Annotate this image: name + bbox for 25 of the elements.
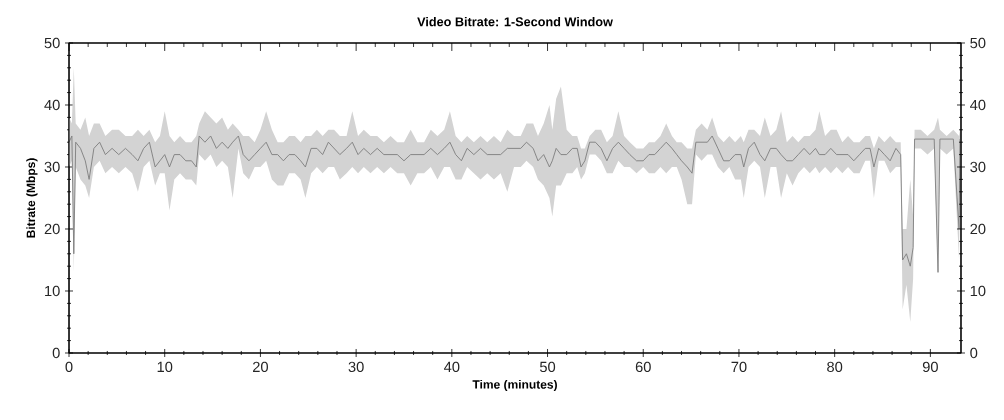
x-tick-label: 90 (922, 361, 938, 373)
y-tick-label: 30 (44, 161, 60, 173)
y2-tick-label: 30 (970, 161, 986, 173)
y-tick-label: 20 (44, 223, 60, 235)
x-tick-label: 0 (65, 361, 73, 373)
y-tick-label: 50 (44, 37, 60, 49)
x-tick-label: 60 (635, 361, 651, 373)
y2-tick-label: 50 (970, 37, 986, 49)
x-tick-label: 40 (444, 361, 460, 373)
x-axis-title: Time (minutes) (472, 379, 557, 392)
x-tick-label: 70 (731, 361, 747, 373)
y2-tick-label: 10 (970, 285, 986, 297)
x-tick-label: 50 (539, 361, 556, 373)
y-axis-title: Bitrate (Mbps) (26, 158, 38, 238)
y2-tick-label: 40 (970, 99, 986, 111)
y-tick-label: 40 (44, 99, 60, 111)
x-tick-label: 80 (827, 361, 843, 373)
y2-tick-label: 20 (970, 223, 986, 235)
x-tick-label: 20 (253, 361, 268, 373)
y2-tick-label: 0 (970, 347, 978, 359)
chart-title: Video Bitrate: 1-Second Window (417, 16, 613, 27)
x-tick-label: 10 (157, 361, 173, 373)
y-tick-label: 0 (52, 347, 60, 359)
y-tick-label: 10 (45, 285, 60, 297)
x-tick-label: 30 (348, 361, 364, 373)
